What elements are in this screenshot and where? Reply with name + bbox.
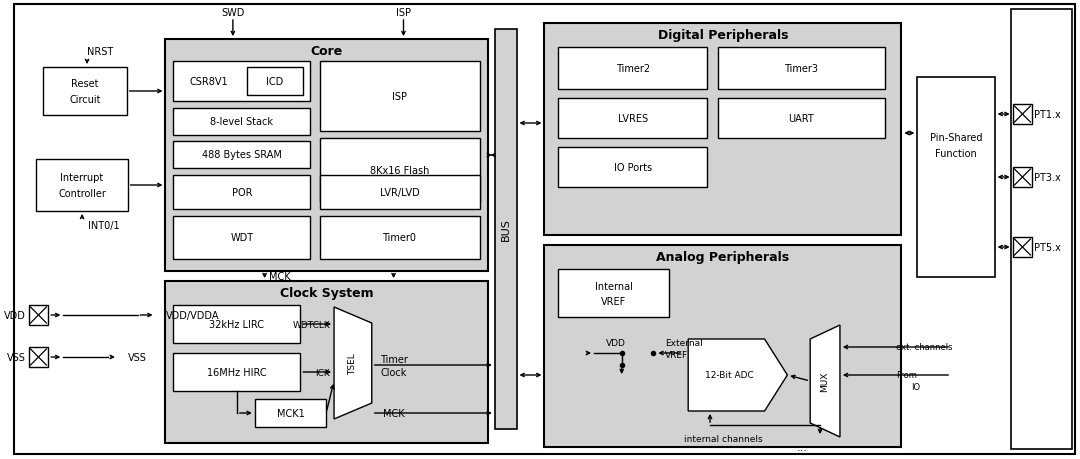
Text: 32kHz LIRC: 32kHz LIRC [210,319,265,329]
Text: 488 Bytes SRAM: 488 Bytes SRAM [202,150,282,160]
Bar [255,399,326,427]
Text: NRST: NRST [87,47,113,57]
Bar [558,269,670,317]
Text: Analog Peripherals: Analog Peripherals [657,250,789,263]
Text: Pin-Shared: Pin-Shared [930,133,982,143]
Text: Reset: Reset [71,79,99,89]
Bar [320,217,480,259]
Bar [174,109,310,136]
Text: 8-level Stack: 8-level Stack [211,117,273,127]
Bar [174,176,310,210]
Text: ISP: ISP [392,92,407,102]
Bar [174,62,310,102]
Text: PT1.x: PT1.x [1035,110,1062,120]
Text: WDTCLK: WDTCLK [293,320,330,329]
Text: POR: POR [231,188,252,197]
Text: BUS: BUS [501,218,511,241]
Text: Function: Function [935,149,977,159]
Bar [718,48,885,90]
Text: MUX: MUX [821,371,829,392]
Text: WDT: WDT [230,233,254,242]
Text: UART: UART [788,114,814,124]
Text: ISP: ISP [396,8,411,18]
Text: ext. channels: ext. channels [896,343,953,352]
Text: ICD: ICD [266,77,283,87]
Bar [320,176,480,210]
Bar [246,68,303,96]
Text: MCK: MCK [269,271,291,281]
Text: Internal: Internal [595,281,633,291]
Text: 16MHz HIRC: 16MHz HIRC [207,367,267,377]
Text: External: External [665,339,703,348]
Text: Timer: Timer [380,354,407,364]
Bar [320,139,480,202]
Bar [1013,237,1032,257]
Bar [544,24,902,235]
Text: VSS: VSS [6,352,26,362]
Bar [558,99,707,139]
Text: PT5.x: PT5.x [1035,242,1062,252]
Bar [1011,10,1072,449]
Text: VREF: VREF [602,297,626,306]
Polygon shape [334,308,372,419]
Bar [165,40,488,271]
Text: Clock: Clock [380,367,407,377]
Text: CSR8V1: CSR8V1 [190,77,228,87]
Text: Clock System: Clock System [280,286,374,299]
Text: Interrupt: Interrupt [60,173,104,183]
Text: IO: IO [912,383,920,392]
Text: IO Ports: IO Ports [613,162,651,173]
Polygon shape [688,339,787,411]
Text: ...: ... [797,442,808,452]
Text: VDD: VDD [606,339,625,348]
Text: Digital Peripherals: Digital Peripherals [658,28,788,41]
Bar [37,160,127,212]
Text: LVRES: LVRES [618,114,648,124]
Text: LVR/LVD: LVR/LVD [380,188,419,197]
Text: Timer2: Timer2 [616,64,650,74]
Bar [495,30,516,429]
Bar [1013,168,1032,188]
Text: Timer0: Timer0 [382,233,417,242]
Text: Core: Core [310,45,342,57]
Text: MCK: MCK [382,408,404,418]
Bar [718,99,885,139]
Text: From: From [896,371,917,380]
Bar [320,62,480,132]
Text: Circuit: Circuit [69,95,100,105]
Bar [544,246,902,447]
Bar [174,142,310,168]
Text: VDD: VDD [3,310,26,320]
Text: Timer3: Timer3 [784,64,819,74]
Text: VDD/VDDA: VDD/VDDA [165,310,219,320]
Text: TSEL: TSEL [349,353,357,374]
Polygon shape [810,325,840,437]
Text: Controller: Controller [58,189,106,199]
Bar [165,281,488,443]
Bar [174,217,310,259]
Bar [558,148,707,188]
Text: MCK1: MCK1 [276,408,305,418]
Text: VSS: VSS [127,352,147,362]
Bar [28,347,49,367]
Text: SWD: SWD [221,8,244,18]
Bar [1013,105,1032,125]
Text: PT3.x: PT3.x [1035,173,1062,183]
Bar [28,305,49,325]
Bar [174,305,300,343]
Text: INT0/1: INT0/1 [89,220,120,230]
Text: internal channels: internal channels [684,435,762,443]
Text: 12-Bit ADC: 12-Bit ADC [705,371,754,380]
Bar [43,68,126,116]
Bar [558,48,707,90]
Text: VREF: VREF [665,351,688,360]
Bar [917,78,995,277]
Bar [174,353,300,391]
Text: 8Kx16 Flash: 8Kx16 Flash [369,166,429,176]
Text: ICK: ICK [315,368,330,377]
